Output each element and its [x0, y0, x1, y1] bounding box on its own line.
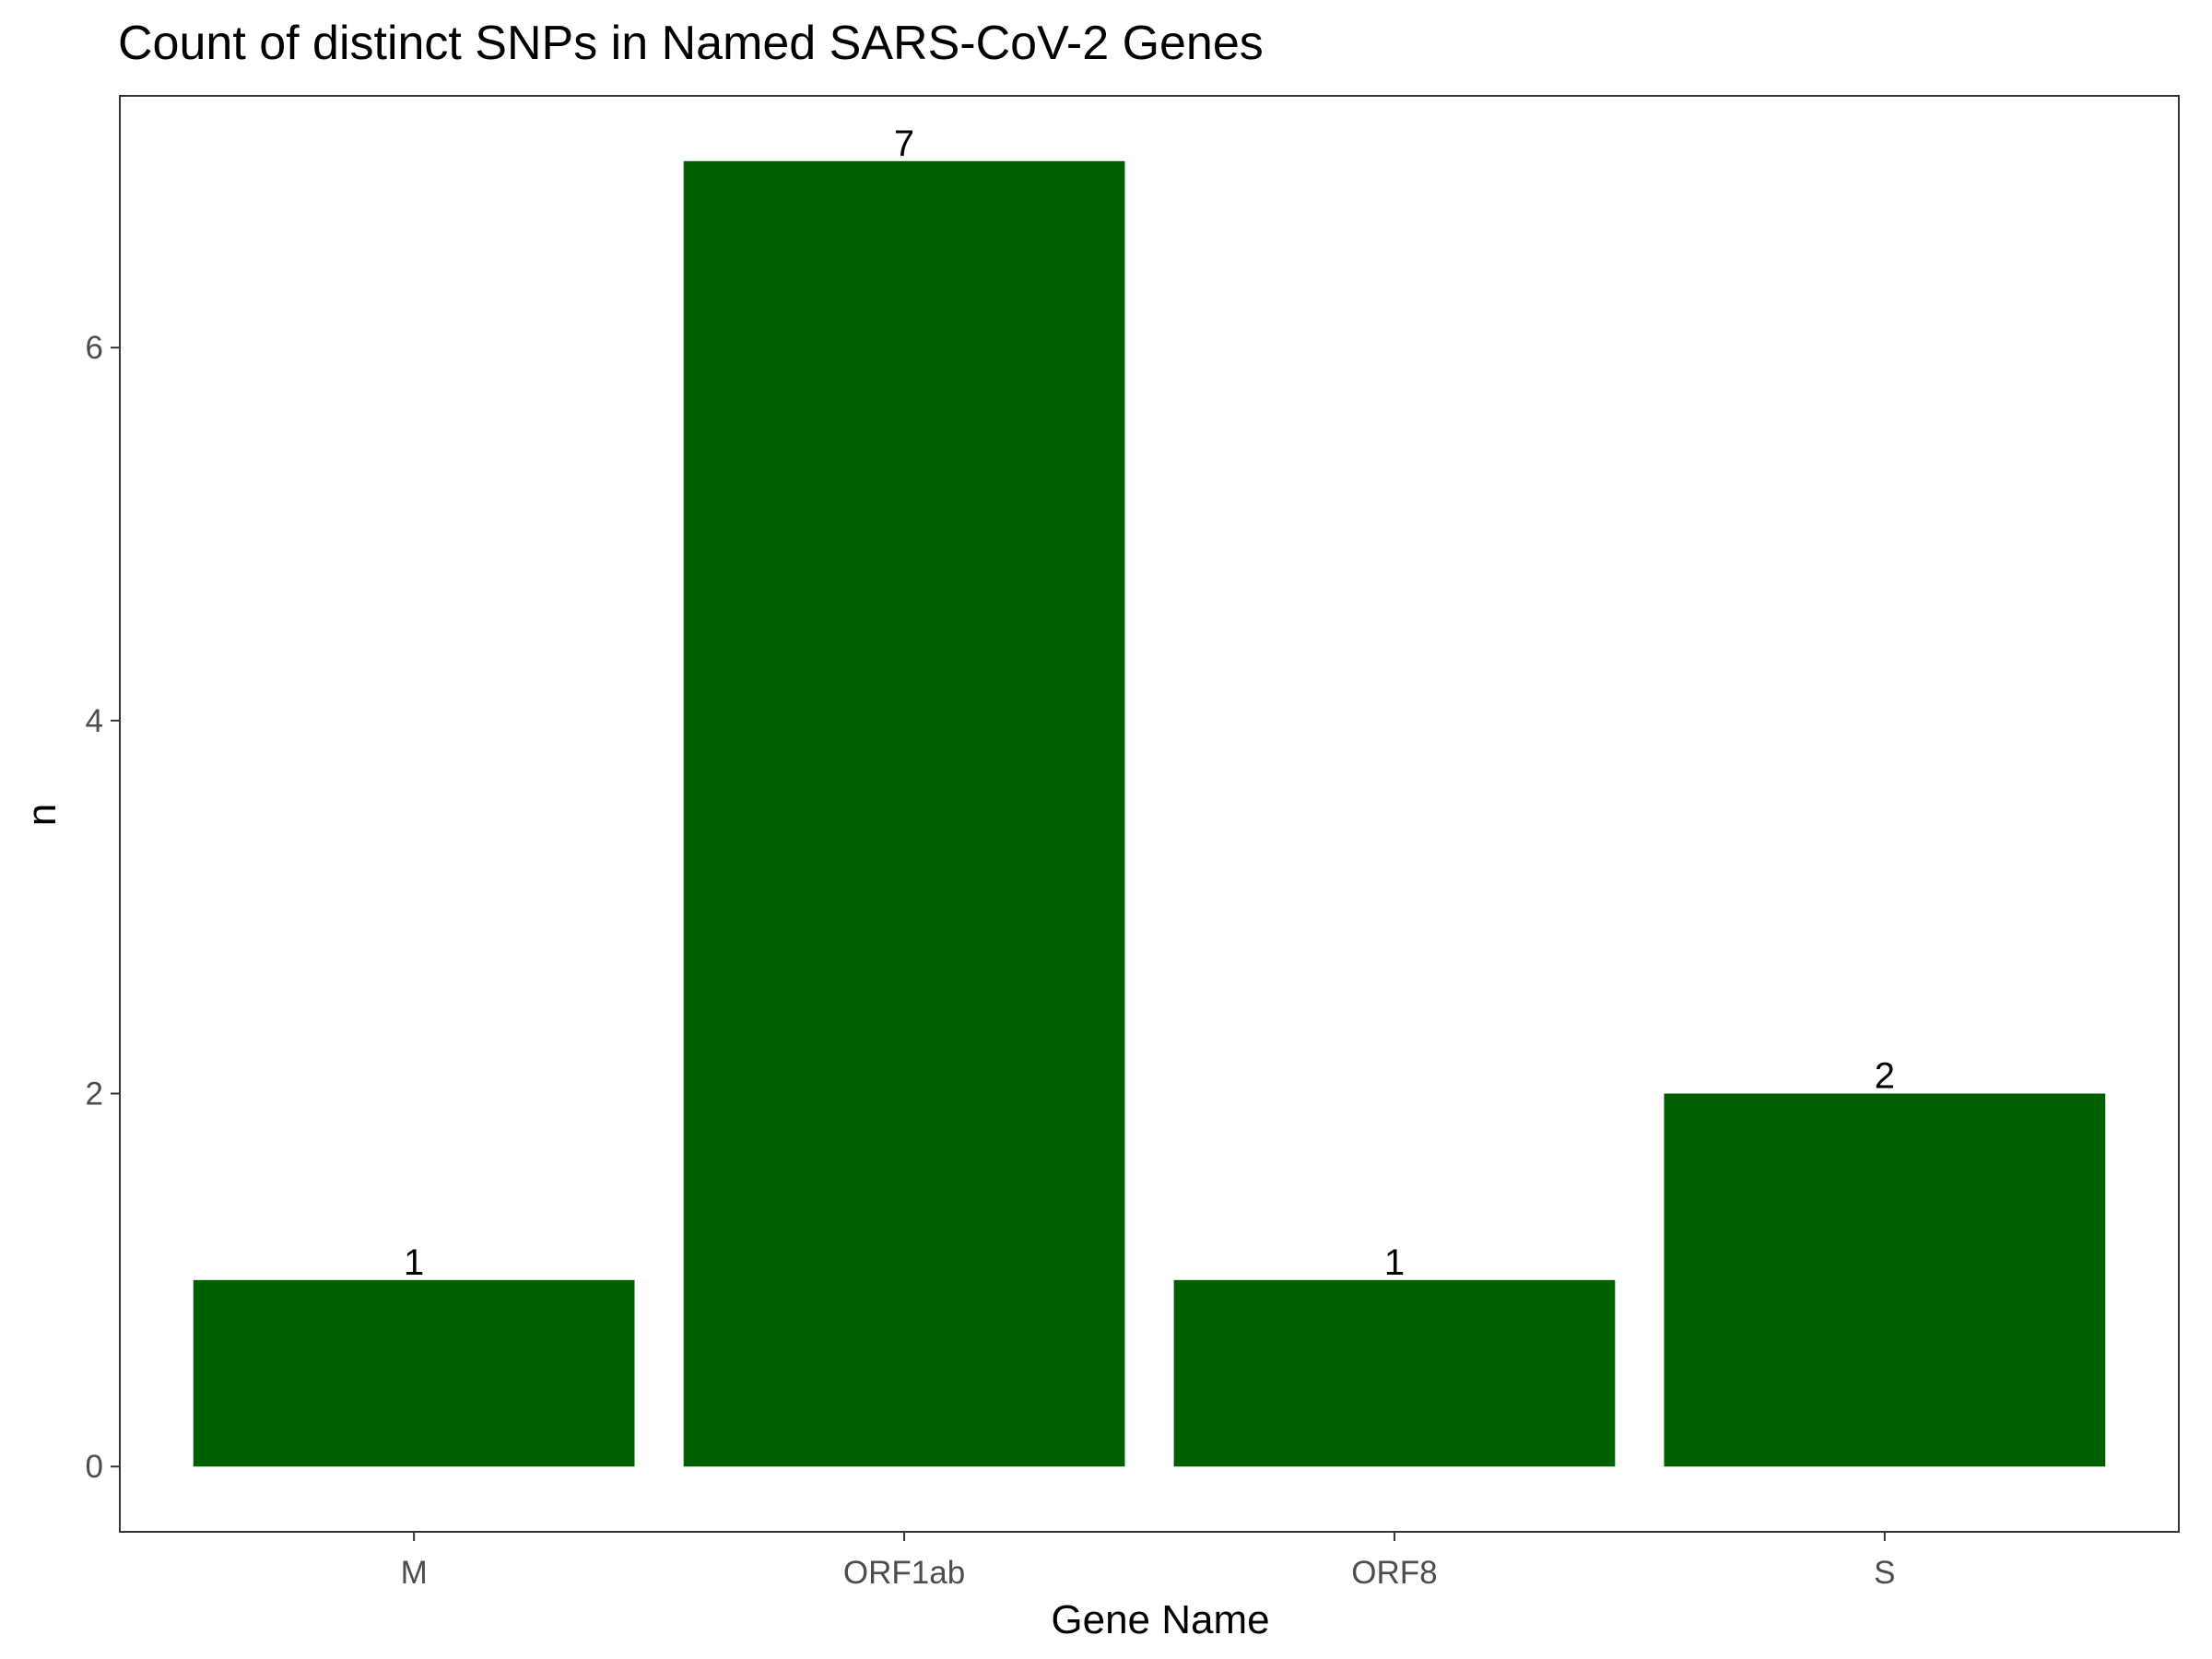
data-label: 1 — [404, 1242, 424, 1283]
bar-m — [193, 1279, 635, 1467]
bar-s — [1664, 1093, 2106, 1467]
bar-orf8 — [1173, 1279, 1616, 1467]
data-label: 2 — [1875, 1056, 1895, 1097]
y-tick-label: 4 — [86, 703, 103, 739]
chart-title: Count of distinct SNPs in Named SARS-CoV… — [118, 17, 1264, 70]
x-axis-title: Gene Name — [1051, 1597, 1269, 1642]
x-tick-label: ORF1ab — [843, 1555, 965, 1591]
y-tick-label: 0 — [86, 1449, 103, 1485]
x-axis: M ORF1ab ORF8 S — [401, 1532, 1896, 1591]
x-tick-label: S — [1874, 1555, 1895, 1591]
y-tick-label: 6 — [86, 330, 103, 366]
data-label: 7 — [894, 124, 914, 164]
y-axis-title: n — [19, 804, 65, 826]
bars — [193, 160, 2106, 1467]
data-label: 1 — [1384, 1242, 1405, 1283]
x-tick-label: ORF8 — [1351, 1555, 1437, 1591]
x-tick-label: M — [401, 1555, 428, 1591]
y-tick-label: 2 — [86, 1077, 103, 1112]
bar-orf1ab — [683, 160, 1125, 1467]
y-axis: 0 2 4 6 — [86, 330, 120, 1485]
